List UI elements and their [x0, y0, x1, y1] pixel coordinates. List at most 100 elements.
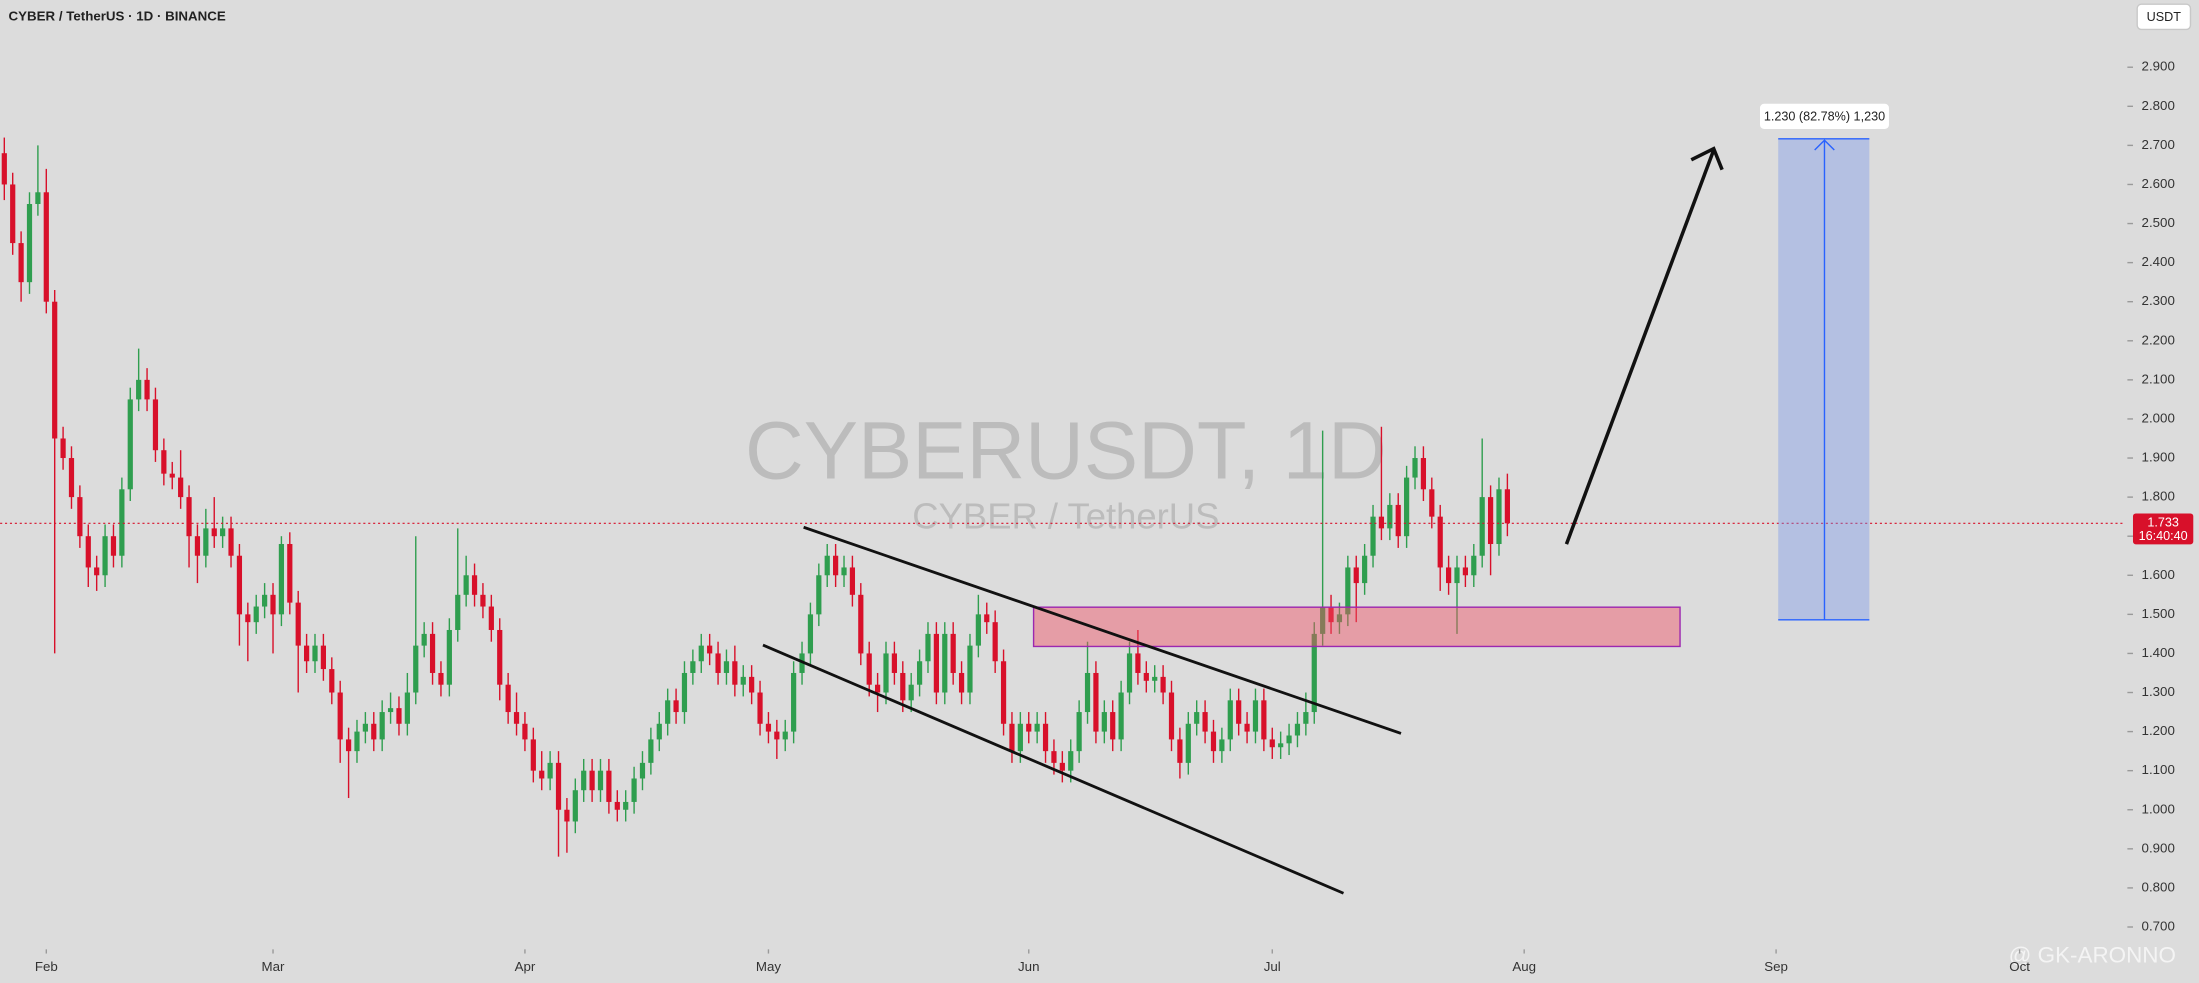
candle-body [975, 614, 981, 646]
x-tick-label: Apr [515, 959, 536, 974]
y-tick-label: 2.600 [2142, 176, 2175, 191]
candle-body [1177, 739, 1183, 763]
y-tick-label: 0.700 [2142, 919, 2175, 934]
y-tick-label: 2.900 [2142, 59, 2175, 74]
candle-body [1471, 555, 1477, 576]
candle-body [690, 661, 696, 673]
candle-body [194, 536, 201, 556]
candle-body [136, 379, 142, 400]
candle-body [26, 204, 33, 283]
candle-body [345, 739, 352, 752]
chart-title: CYBER / TetherUS · 1D · BINANCE [9, 8, 226, 23]
candle-body [942, 633, 948, 693]
candle-body [119, 489, 125, 556]
candle-body [1068, 751, 1074, 771]
candle-body [530, 739, 536, 771]
candle-body [589, 770, 595, 791]
candle-body [639, 762, 646, 779]
candle-body [1194, 712, 1200, 724]
candle-body [169, 473, 175, 478]
candle-body [782, 731, 788, 740]
candle-body [480, 594, 486, 607]
candle-body [614, 801, 620, 810]
candle-body [1454, 567, 1460, 584]
candle-body [354, 731, 360, 752]
candle-body [1093, 672, 1099, 732]
candle-body [1110, 712, 1116, 740]
candle-body [791, 672, 797, 732]
y-tick-label: 2.100 [2142, 371, 2175, 386]
candle-body [648, 739, 654, 763]
candle-body [102, 536, 108, 576]
candle-body [816, 575, 822, 615]
candle-body [1487, 497, 1494, 545]
plot [0, 137, 2125, 857]
candle-body [1429, 489, 1435, 517]
y-tick-label: 0.900 [2142, 840, 2175, 855]
candle-body [287, 544, 293, 603]
candle-body [262, 594, 268, 607]
candle-body [891, 653, 898, 673]
candle-body [1101, 712, 1107, 732]
y-tick-label: 2.500 [2142, 215, 2175, 230]
candle-body [1479, 497, 1485, 556]
candle-body [438, 672, 444, 685]
candle-body [1034, 723, 1040, 732]
candle-body [1462, 567, 1469, 576]
candle-body [1345, 567, 1351, 615]
candle-body [824, 555, 830, 576]
candle-body [94, 567, 100, 576]
candle-body [698, 645, 704, 662]
candle-body [883, 653, 889, 693]
candle-body [1261, 700, 1267, 740]
candle-body [866, 653, 872, 685]
candle-body [1446, 567, 1452, 584]
candle-body [665, 700, 671, 724]
y-tick-label: 1.500 [2142, 606, 2175, 621]
candle-body [925, 633, 931, 662]
candle-body [1160, 676, 1166, 693]
candle-body [1320, 606, 1326, 634]
candle-body [681, 672, 688, 713]
candle-body [1252, 700, 1259, 732]
candle-body [1496, 489, 1502, 545]
supply-zone [1032, 606, 1681, 648]
candle-body [144, 379, 150, 400]
candle-body [304, 645, 310, 662]
x-tick-label: Aug [1512, 959, 1536, 974]
y-tick-label: 1.600 [2142, 567, 2175, 582]
candle-body [1294, 723, 1301, 736]
y-tick-label: 2.200 [2142, 332, 2175, 347]
candle-body [463, 575, 469, 595]
candle-body [362, 723, 368, 732]
candle-body [807, 614, 814, 654]
x-tick-label: Jul [1264, 959, 1281, 974]
candle-body [1244, 723, 1250, 732]
candle-body [715, 653, 721, 673]
candle-body [875, 684, 881, 693]
candle-body [413, 645, 419, 693]
candle-body [958, 672, 965, 693]
candle-body [497, 629, 503, 685]
candle-body [732, 661, 738, 685]
candle-body [707, 645, 713, 654]
candle-body [186, 497, 192, 537]
candle-body [1042, 723, 1049, 752]
candle-body [749, 676, 755, 693]
candle-body [673, 700, 679, 713]
candle-body [1236, 700, 1242, 724]
candle-body [950, 633, 956, 673]
measure-box [1778, 138, 1870, 621]
candle-body [900, 672, 906, 701]
currency-button-label[interactable]: USDT [2147, 10, 2182, 24]
candle-body [178, 477, 184, 498]
candle-body [387, 708, 394, 713]
y-tick-label: 1.800 [2142, 489, 2175, 504]
candle-body [329, 669, 335, 693]
candle-body [992, 622, 998, 662]
candle-body [18, 243, 24, 283]
y-tick-label: 1.400 [2142, 645, 2175, 660]
currency-button[interactable] [2136, 3, 2192, 31]
candle-body [1387, 504, 1393, 529]
